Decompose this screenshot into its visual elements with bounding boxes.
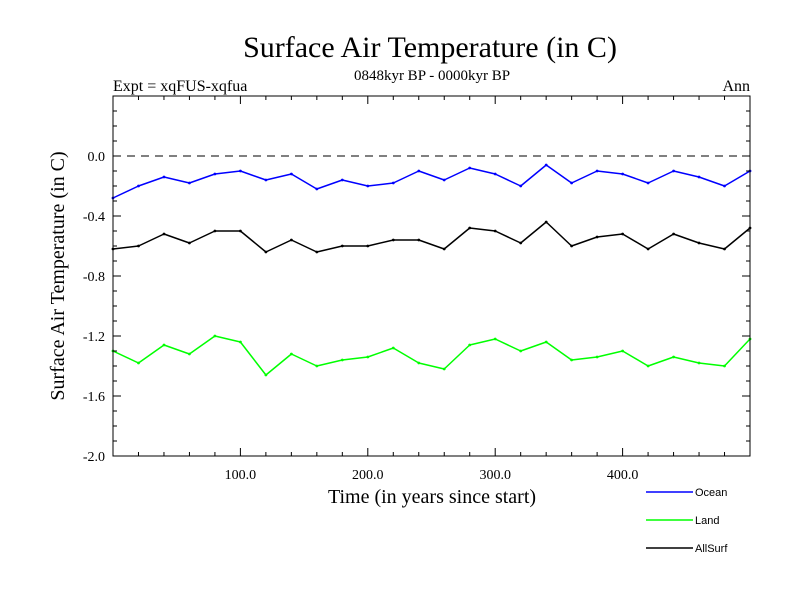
- data-point-land: [723, 364, 726, 368]
- season-label: Ann: [722, 78, 750, 95]
- data-point-ocean: [672, 169, 675, 173]
- chart-subtitle: 0848kyr BP - 0000kyr BP: [354, 68, 510, 84]
- y-tick-label: -0.8: [83, 270, 105, 285]
- data-point-ocean: [646, 181, 650, 185]
- data-point-land: [442, 367, 446, 371]
- data-point-allsurf: [315, 250, 319, 254]
- data-point-ocean: [519, 184, 523, 188]
- data-point-ocean: [417, 169, 421, 173]
- y-tick-label: -1.2: [83, 330, 105, 345]
- data-point-land: [213, 334, 217, 338]
- data-point-allsurf: [188, 241, 191, 245]
- data-point-allsurf: [646, 247, 650, 251]
- data-point-ocean: [723, 184, 726, 188]
- legend-label-allsurf: AllSurf: [695, 543, 728, 555]
- y-tick-label: -2.0: [83, 450, 105, 465]
- series-line-allsurf: [112, 221, 751, 253]
- data-point-allsurf: [570, 244, 573, 248]
- y-axis-label: Surface Air Temperature (in C): [47, 151, 69, 400]
- data-point-allsurf: [519, 241, 523, 245]
- data-point-land: [162, 343, 166, 347]
- data-point-land: [621, 349, 624, 353]
- data-point-allsurf: [340, 244, 344, 248]
- data-point-land: [315, 364, 319, 368]
- data-point-ocean: [595, 169, 599, 173]
- data-point-ocean: [290, 172, 293, 176]
- data-point-allsurf: [595, 235, 599, 239]
- data-point-land: [137, 361, 140, 365]
- data-point-ocean: [315, 187, 319, 191]
- axis-ticks: 100.0 200.0 300.0 400.0 0.0 -0.4 -0.8 -1.2 -1.6 -…: [83, 96, 750, 483]
- experiment-label: Expt = xqFUS-xqfua: [113, 78, 247, 95]
- data-point-ocean: [239, 169, 242, 173]
- legend-label-ocean: Ocean: [695, 487, 727, 499]
- legend: Ocean Land AllSurf: [646, 487, 728, 555]
- plot-area: [111, 155, 752, 377]
- data-point-land: [340, 358, 344, 362]
- data-point-allsurf: [672, 232, 675, 236]
- x-tick-label: 200.0: [352, 468, 384, 483]
- data-point-land: [493, 337, 497, 341]
- data-point-ocean: [391, 181, 395, 185]
- data-point-land: [697, 361, 701, 365]
- data-point-ocean: [264, 178, 268, 182]
- x-tick-label: 100.0: [225, 468, 257, 483]
- data-point-land: [391, 346, 395, 350]
- data-point-allsurf: [468, 226, 472, 230]
- x-tick-label: 300.0: [479, 468, 511, 483]
- x-tick-label: 400.0: [607, 468, 639, 483]
- data-point-allsurf: [621, 232, 624, 236]
- data-point-ocean: [162, 175, 166, 179]
- data-point-allsurf: [239, 229, 242, 233]
- series-line-land: [112, 335, 751, 376]
- data-point-land: [595, 355, 599, 359]
- data-point-ocean: [570, 181, 573, 185]
- data-point-land: [544, 340, 548, 344]
- data-point-allsurf: [493, 229, 497, 233]
- data-point-allsurf: [264, 250, 268, 254]
- data-point-allsurf: [417, 238, 421, 242]
- data-point-allsurf: [391, 238, 395, 242]
- data-point-allsurf: [290, 238, 293, 242]
- data-point-ocean: [213, 172, 217, 176]
- data-point-allsurf: [723, 247, 726, 251]
- data-point-land: [468, 343, 472, 347]
- y-tick-label: -0.4: [83, 210, 105, 225]
- data-point-land: [417, 361, 421, 365]
- data-point-ocean: [493, 172, 497, 176]
- data-point-ocean: [137, 184, 140, 188]
- data-point-land: [672, 355, 675, 359]
- data-point-land: [519, 349, 523, 353]
- data-point-ocean: [697, 175, 701, 179]
- y-tick-label: -1.6: [83, 390, 105, 405]
- x-axis-label: Time (in years since start): [328, 486, 536, 508]
- data-point-allsurf: [366, 244, 370, 248]
- y-tick-label: 0.0: [88, 150, 106, 165]
- legend-label-land: Land: [695, 515, 719, 527]
- data-point-ocean: [544, 163, 548, 167]
- series-line-ocean: [112, 164, 751, 199]
- data-point-ocean: [366, 184, 370, 188]
- data-point-land: [290, 352, 293, 356]
- data-point-land: [366, 355, 370, 359]
- data-point-land: [570, 358, 573, 362]
- data-point-allsurf: [213, 229, 217, 233]
- data-point-land: [188, 352, 191, 356]
- data-point-ocean: [621, 172, 624, 176]
- data-point-allsurf: [697, 241, 701, 245]
- data-point-allsurf: [137, 244, 140, 248]
- data-point-ocean: [442, 178, 446, 182]
- data-point-ocean: [468, 166, 472, 170]
- data-point-land: [239, 340, 242, 344]
- data-point-land: [646, 364, 650, 368]
- data-point-land: [264, 373, 268, 377]
- data-point-ocean: [340, 178, 344, 182]
- chart-title: Surface Air Temperature (in C): [243, 31, 617, 64]
- data-point-allsurf: [544, 220, 548, 224]
- data-point-ocean: [188, 181, 191, 185]
- data-point-allsurf: [442, 247, 446, 251]
- data-point-allsurf: [162, 232, 166, 236]
